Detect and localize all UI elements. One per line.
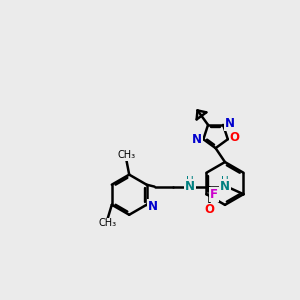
Text: H: H [186,176,194,186]
Text: N: N [148,200,158,213]
Text: N: N [225,117,235,130]
Text: H: H [221,176,229,186]
Text: N: N [185,180,195,193]
Text: O: O [205,203,214,217]
Text: CH₃: CH₃ [99,218,117,229]
Text: N: N [192,133,202,146]
Text: CH₃: CH₃ [118,150,136,161]
Text: F: F [210,188,218,201]
Text: N: N [220,180,230,193]
Text: O: O [230,131,239,144]
